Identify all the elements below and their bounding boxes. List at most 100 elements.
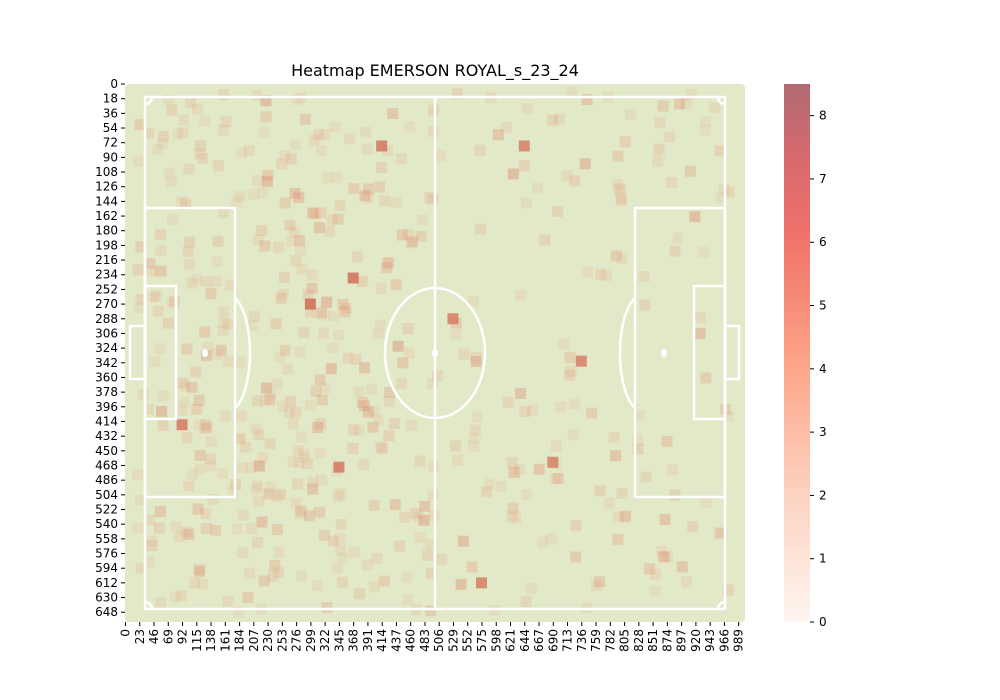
heat-cell: [468, 441, 480, 453]
heat-cell: [285, 153, 297, 165]
heat-cell: [613, 511, 625, 523]
heat-cell: [279, 197, 291, 209]
heat-cell: [520, 596, 532, 608]
heat-cell: [181, 343, 193, 355]
heat-cell: [722, 410, 734, 422]
heat-cell: [415, 230, 427, 242]
heat-cell: [694, 311, 706, 323]
heat-cell: [515, 387, 527, 399]
heat-cell: [474, 144, 486, 156]
heat-cell: [183, 258, 195, 270]
heat-cell: [495, 481, 507, 493]
heat-cell: [427, 489, 439, 501]
heat-cell: [402, 593, 414, 605]
heat-cell: [315, 207, 327, 219]
heat-cell: [267, 570, 279, 582]
x-tick-label: 552: [461, 629, 475, 652]
heat-cell: [298, 327, 310, 339]
heat-cell: [256, 224, 268, 236]
heat-cell: [320, 297, 332, 309]
heat-cell: [489, 604, 501, 616]
heat-cell: [474, 223, 486, 235]
heat-cell: [348, 546, 360, 558]
heat-cell: [295, 505, 307, 517]
heat-cell: [200, 507, 212, 519]
heat-cell: [146, 540, 158, 552]
heat-cell: [612, 150, 624, 162]
heat-cell: [669, 489, 681, 501]
heat-cell: [319, 382, 331, 394]
heat-cell: [288, 226, 300, 238]
heat-cell: [502, 396, 514, 408]
heat-cell: [303, 510, 315, 522]
heat-cell: [296, 570, 308, 582]
heat-cell: [245, 523, 257, 535]
heat-cell: [289, 187, 301, 199]
heat-cell: [279, 150, 291, 162]
heat-cell: [481, 486, 493, 498]
heat-cell: [250, 483, 262, 495]
heat-cell: [204, 453, 216, 465]
heat-cell: [191, 403, 203, 415]
heat-cell: [232, 606, 244, 618]
heat-cell: [201, 421, 213, 433]
heat-cell: [418, 514, 430, 526]
heat-cell: [251, 89, 263, 101]
heat-cell: [362, 406, 374, 418]
heat-cell: [722, 584, 734, 596]
heat-cell: [211, 255, 223, 267]
x-tick-label: 920: [689, 629, 703, 652]
heat-cell: [273, 566, 285, 578]
heat-cell: [655, 545, 667, 557]
heat-cell: [294, 508, 306, 520]
heat-cell: [374, 319, 386, 331]
colorbar-tick-label: 7: [819, 172, 827, 186]
y-tick-label: 612: [95, 576, 118, 590]
y-tick-label: 0: [110, 77, 118, 91]
x-tick-label: 483: [418, 629, 432, 652]
heat-cell: [196, 578, 208, 590]
heat-cell: [292, 444, 304, 456]
heat-cell: [396, 229, 408, 241]
heat-cell: [173, 531, 185, 543]
x-tick-label: 621: [504, 629, 518, 652]
heat-cell: [200, 419, 212, 431]
heat-cell: [619, 510, 631, 522]
heat-cell: [470, 351, 482, 363]
heat-cell: [654, 117, 666, 129]
heat-cell: [279, 271, 291, 283]
heat-cell: [561, 170, 573, 182]
heat-cell: [687, 521, 699, 533]
heat-cell: [177, 127, 189, 139]
heat-cell: [347, 443, 359, 455]
heat-cell: [390, 196, 402, 208]
heat-cell: [290, 497, 302, 509]
heat-cell: [644, 563, 656, 575]
heat-cell: [664, 131, 676, 143]
x-tick-label: 368: [347, 629, 361, 652]
heat-cell: [294, 235, 306, 247]
heat-cell: [270, 318, 282, 330]
heat-cell: [166, 104, 178, 116]
heat-cell: [375, 282, 387, 294]
heat-cell: [236, 462, 248, 474]
heat-cell: [212, 235, 224, 247]
heat-cell: [362, 143, 374, 155]
x-tick-label: 69: [161, 629, 175, 644]
heat-cell: [619, 136, 631, 148]
heat-cell: [293, 457, 305, 469]
heat-cell: [697, 246, 709, 258]
heat-cell: [154, 343, 166, 355]
heat-cell: [458, 348, 470, 360]
colorbar-tick-label: 3: [819, 425, 827, 439]
heat-cell: [200, 523, 212, 535]
heat-cell: [334, 199, 346, 211]
heat-cell: [563, 369, 575, 381]
heat-cell: [298, 451, 310, 463]
heat-cell: [190, 366, 202, 378]
heat-cell: [362, 192, 374, 204]
heat-cell: [261, 175, 273, 187]
heat-cell: [638, 271, 650, 283]
heat-cell: [537, 536, 549, 548]
heat-cell: [276, 158, 288, 170]
